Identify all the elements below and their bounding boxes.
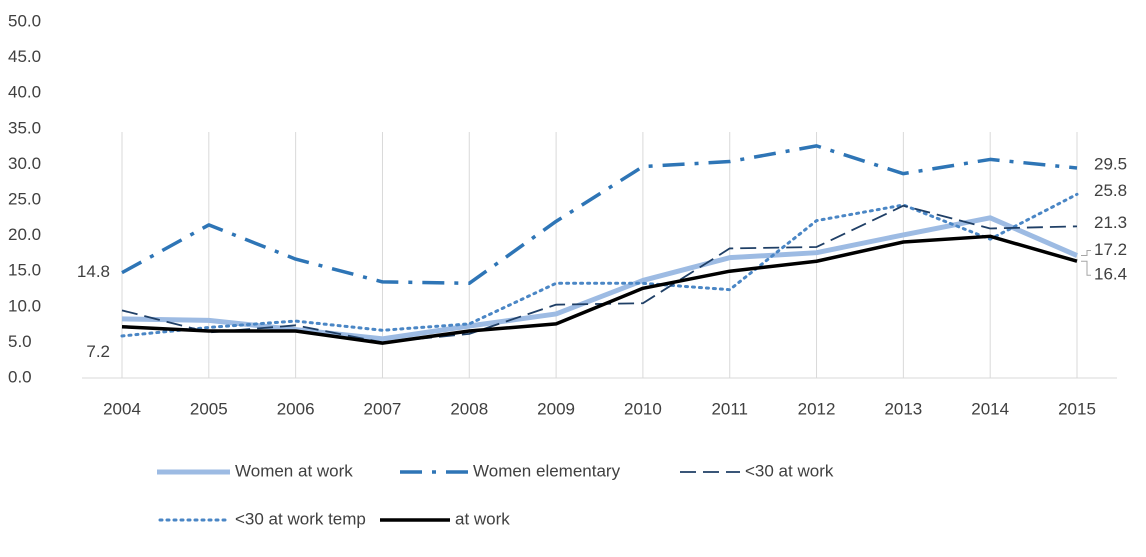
- legend-label: at work: [455, 509, 510, 528]
- x-tick-label: 2015: [1058, 399, 1096, 418]
- y-tick-label: 5.0: [8, 332, 32, 351]
- x-tick-label: 2013: [884, 399, 922, 418]
- y-tick-label: 0.0: [8, 367, 32, 386]
- y-tick-label: 35.0: [8, 118, 41, 137]
- x-tick-label: 2012: [798, 399, 836, 418]
- x-tick-label: 2005: [190, 399, 228, 418]
- x-tick-label: 2004: [103, 399, 141, 418]
- data-label: 16.4: [1094, 265, 1127, 284]
- data-label: 25.8: [1094, 181, 1127, 200]
- x-tick-label: 2011: [711, 399, 748, 418]
- x-tick-label: 2009: [537, 399, 575, 418]
- series-line: [120, 192, 1079, 338]
- series-line: [121, 215, 1078, 342]
- x-tick-label: 2007: [364, 399, 402, 418]
- leader-line: [1081, 250, 1091, 257]
- y-tick-label: 20.0: [8, 225, 41, 244]
- y-tick-label: 15.0: [8, 261, 41, 280]
- x-tick-label: 2010: [624, 399, 662, 418]
- y-tick-label: 50.0: [8, 11, 41, 30]
- x-tick-label: 2014: [971, 399, 1009, 418]
- y-tick-label: 10.0: [8, 296, 41, 315]
- x-tick-label: 2006: [277, 399, 315, 418]
- series-line: [121, 204, 1078, 344]
- data-label: 7.2: [86, 342, 110, 361]
- legend-label: <30 at work temp: [235, 509, 366, 528]
- x-tick-label: 2008: [450, 399, 488, 418]
- y-tick-label: 25.0: [8, 189, 41, 208]
- data-label: 17.2: [1094, 240, 1127, 259]
- legend-label: Women at work: [235, 461, 353, 480]
- data-label: 21.3: [1094, 213, 1127, 232]
- data-label: 29.5: [1094, 154, 1127, 173]
- legend-label: <30 at work: [745, 461, 834, 480]
- y-tick-label: 30.0: [8, 154, 41, 173]
- legend-label: Women elementary: [473, 461, 621, 480]
- series-line: [121, 234, 1078, 345]
- series-line: [121, 144, 1078, 286]
- leader-line: [1081, 260, 1091, 276]
- y-tick-label: 40.0: [8, 83, 41, 102]
- data-label: 14.8: [77, 262, 110, 281]
- y-tick-label: 45.0: [8, 47, 41, 66]
